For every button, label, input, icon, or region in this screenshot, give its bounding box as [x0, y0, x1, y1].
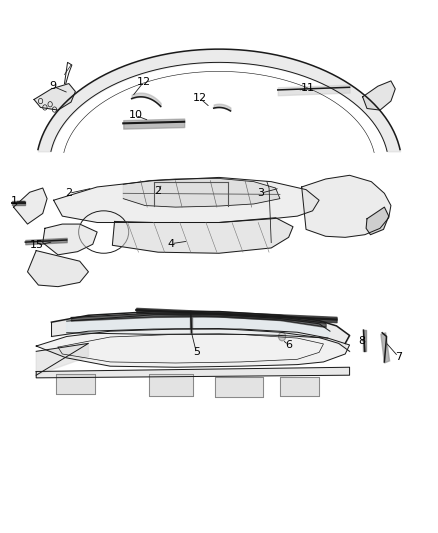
Bar — [280, 377, 319, 397]
Polygon shape — [113, 217, 293, 253]
Bar — [215, 377, 262, 398]
Text: 3: 3 — [257, 188, 264, 198]
Polygon shape — [36, 343, 88, 375]
Polygon shape — [302, 175, 391, 237]
Polygon shape — [53, 177, 319, 222]
Polygon shape — [149, 374, 193, 397]
Polygon shape — [67, 315, 330, 338]
Polygon shape — [280, 377, 319, 397]
Text: 2: 2 — [155, 185, 162, 196]
Polygon shape — [123, 179, 280, 207]
Text: 5: 5 — [193, 348, 200, 358]
Polygon shape — [363, 81, 395, 110]
Polygon shape — [381, 333, 390, 363]
Text: 12: 12 — [192, 93, 206, 103]
Bar — [149, 374, 193, 397]
Polygon shape — [28, 251, 88, 287]
Polygon shape — [43, 224, 97, 255]
Text: 9: 9 — [49, 81, 57, 91]
Text: 1: 1 — [11, 196, 18, 206]
Text: 11: 11 — [300, 83, 314, 93]
Polygon shape — [14, 188, 47, 224]
Polygon shape — [36, 329, 350, 367]
Text: 8: 8 — [358, 336, 365, 346]
Text: 4: 4 — [168, 239, 175, 249]
Text: 7: 7 — [395, 352, 402, 361]
Text: 6: 6 — [285, 340, 292, 350]
Polygon shape — [34, 84, 75, 110]
Polygon shape — [56, 374, 95, 394]
Text: 10: 10 — [128, 110, 142, 120]
Bar — [56, 374, 95, 394]
Text: 2: 2 — [65, 188, 72, 198]
Text: 15: 15 — [30, 240, 44, 251]
Circle shape — [279, 332, 286, 341]
Polygon shape — [215, 377, 262, 398]
Polygon shape — [36, 367, 350, 378]
Text: 12: 12 — [137, 77, 151, 87]
Polygon shape — [366, 207, 389, 235]
